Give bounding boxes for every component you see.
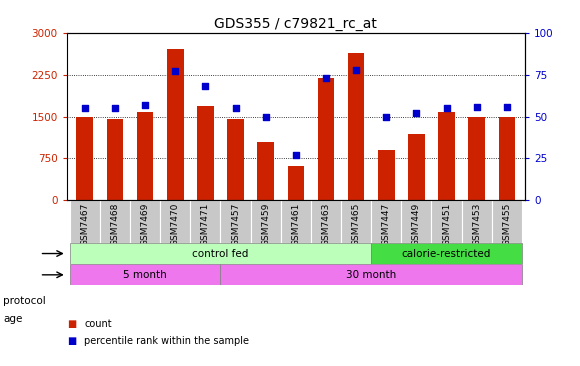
Bar [70, 243, 371, 264]
Bar [499, 117, 515, 200]
Text: GSM7451: GSM7451 [442, 202, 451, 246]
Bar [70, 264, 220, 285]
Bar [438, 112, 455, 200]
Bar [281, 200, 311, 243]
Text: 5 month: 5 month [123, 270, 167, 280]
Text: calorie-restricted: calorie-restricted [402, 249, 491, 258]
Bar [462, 200, 492, 243]
Text: GSM7468: GSM7468 [110, 202, 119, 246]
Bar [378, 150, 394, 200]
Point [382, 114, 391, 120]
Text: GSM7470: GSM7470 [171, 202, 180, 246]
Point [140, 102, 150, 108]
Text: percentile rank within the sample: percentile rank within the sample [84, 336, 249, 346]
Point [351, 67, 361, 73]
Bar [137, 112, 153, 200]
Text: age: age [3, 314, 22, 324]
Point [412, 110, 421, 116]
Point [171, 68, 180, 74]
Bar [167, 49, 183, 200]
Text: GSM7461: GSM7461 [291, 202, 300, 246]
Text: GSM7469: GSM7469 [140, 202, 150, 246]
Point [472, 104, 481, 109]
Point [321, 75, 331, 81]
Text: count: count [84, 319, 112, 329]
Text: GSM7453: GSM7453 [472, 202, 481, 246]
Point [201, 83, 210, 89]
Text: GSM7463: GSM7463 [321, 202, 331, 246]
Text: ■: ■ [67, 336, 76, 346]
Bar [371, 200, 401, 243]
Bar [107, 119, 123, 200]
Point [261, 114, 270, 120]
Bar [251, 200, 281, 243]
Bar [220, 264, 522, 285]
Bar [401, 200, 432, 243]
Bar [130, 200, 160, 243]
Text: control fed: control fed [192, 249, 249, 258]
Point [110, 105, 119, 111]
Bar [311, 200, 341, 243]
Bar [100, 200, 130, 243]
Text: GSM7449: GSM7449 [412, 202, 421, 246]
Text: GSM7457: GSM7457 [231, 202, 240, 246]
Bar [160, 200, 190, 243]
Bar [70, 200, 100, 243]
Text: GSM7459: GSM7459 [261, 202, 270, 246]
Point [442, 105, 451, 111]
Text: GSM7455: GSM7455 [502, 202, 512, 246]
Text: GSM7447: GSM7447 [382, 202, 391, 246]
Bar [258, 142, 274, 200]
Bar [227, 119, 244, 200]
Bar [492, 200, 522, 243]
Bar [190, 200, 220, 243]
Text: GSM7471: GSM7471 [201, 202, 210, 246]
Point [80, 105, 89, 111]
Bar [341, 200, 371, 243]
Bar [371, 243, 522, 264]
Text: GSM7467: GSM7467 [80, 202, 89, 246]
Text: 30 month: 30 month [346, 270, 396, 280]
Text: ■: ■ [67, 319, 76, 329]
Text: protocol: protocol [3, 296, 46, 306]
Bar [318, 78, 334, 200]
Point [231, 105, 240, 111]
Bar [348, 53, 364, 200]
Bar [220, 200, 251, 243]
Bar [77, 117, 93, 200]
Bar [408, 134, 425, 200]
Bar [197, 106, 213, 200]
Point [291, 152, 300, 158]
Bar [288, 166, 304, 200]
Text: GSM7465: GSM7465 [351, 202, 361, 246]
Title: GDS355 / c79821_rc_at: GDS355 / c79821_rc_at [215, 16, 377, 30]
Point [502, 104, 512, 109]
Bar [469, 117, 485, 200]
Bar [432, 200, 462, 243]
